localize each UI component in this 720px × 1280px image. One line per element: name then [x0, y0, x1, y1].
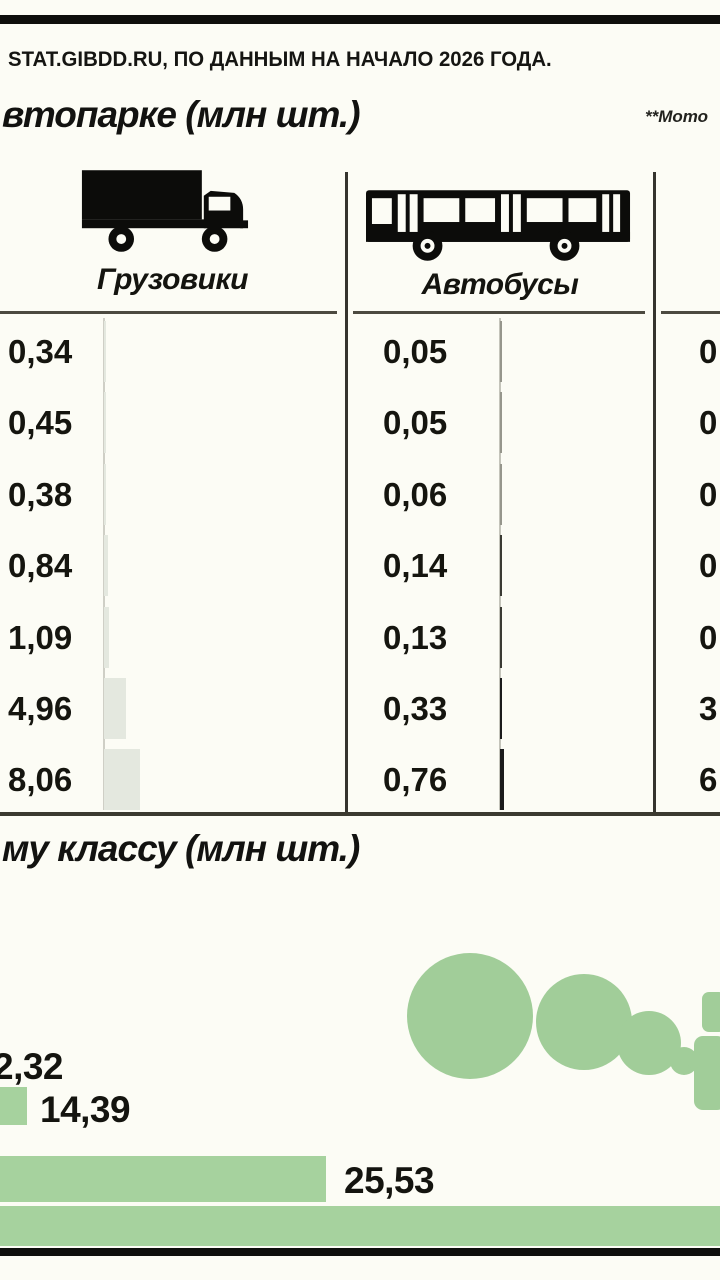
value-bar-buses	[500, 535, 502, 596]
value-trucks: 0,84	[8, 546, 73, 584]
smoke-cloud	[617, 1011, 681, 1075]
smoke-cloud	[536, 974, 632, 1070]
eco-bar	[0, 1156, 326, 1202]
smoke-cloud	[407, 953, 533, 1079]
truck-icon	[78, 168, 250, 256]
value-buses: 0,05	[383, 332, 448, 370]
source-line: STAT.GIBDD.RU, ПО ДАННЫМ НА НАЧАЛО 2026 …	[8, 48, 552, 71]
table-row: 4,96 0,33 3	[0, 673, 720, 744]
value-buses: 0,14	[383, 546, 448, 584]
value-buses: 0,76	[383, 760, 448, 798]
value-trucks: 1,09	[8, 618, 73, 656]
table-row: 0,45 0,05 0	[0, 387, 720, 458]
top-rule	[0, 15, 720, 24]
eco-bar-full-width	[0, 1206, 720, 1246]
value-bar-buses	[500, 749, 504, 810]
column-divider	[345, 172, 348, 815]
value-buses: 0,06	[383, 475, 448, 513]
table-row: 0,34 0,05 0	[0, 316, 720, 387]
table-row: 1,09 0,13 0	[0, 602, 720, 673]
section1-title: втопарке (млн шт.)	[2, 94, 361, 135]
value-bar-trucks	[104, 607, 109, 668]
footnote-moto: **Мото	[645, 107, 709, 126]
value-buses: 0,33	[383, 689, 448, 727]
value-bar-trucks	[104, 392, 106, 453]
value-bar-trucks	[104, 464, 106, 525]
value-third-partial: 0	[699, 475, 718, 513]
eco-bar-label: 2,32	[0, 1046, 64, 1087]
value-trucks: 8,06	[8, 760, 73, 798]
value-bar-trucks	[104, 749, 140, 810]
header-underline	[0, 311, 337, 314]
value-bar-buses	[500, 607, 502, 668]
value-third-partial: 6	[699, 760, 718, 798]
value-trucks: 0,38	[8, 475, 73, 513]
value-third-partial: 0	[699, 618, 718, 656]
table-row: 0,38 0,06 0	[0, 459, 720, 530]
bottom-rule	[0, 1248, 720, 1256]
eco-bar-label: 14,39	[40, 1089, 131, 1130]
column-divider	[653, 172, 656, 815]
table-row: 8,06 0,76 6	[0, 744, 720, 815]
value-bar-buses	[500, 464, 502, 525]
exhaust-smoke-graphic	[380, 930, 720, 1120]
tractor-icon	[688, 992, 720, 1110]
value-third-partial: 0	[699, 332, 718, 370]
table-bottom-border	[0, 812, 720, 816]
value-buses: 0,13	[383, 618, 448, 656]
value-trucks: 0,34	[8, 332, 73, 370]
value-bar-buses	[500, 678, 502, 739]
table-row: 0,84 0,14 0	[0, 530, 720, 601]
eco-bar	[0, 1087, 27, 1125]
value-bar-trucks	[104, 321, 106, 382]
eco-bar-label: 25,53	[344, 1160, 435, 1201]
value-third-partial: 0	[699, 403, 718, 441]
value-bar-trucks	[104, 678, 126, 739]
value-buses: 0,05	[383, 403, 448, 441]
header-underline	[661, 311, 720, 314]
column-header-trucks: Грузовики	[97, 263, 248, 296]
value-trucks: 4,96	[8, 689, 73, 727]
section2-title: му классу (млн шт.)	[2, 828, 360, 869]
value-bar-buses	[500, 321, 502, 382]
column-header-buses: Автобусы	[421, 268, 579, 301]
bus-icon	[366, 184, 634, 264]
value-bar-buses	[500, 392, 502, 453]
value-third-partial: 3	[699, 689, 718, 727]
header-underline	[353, 311, 645, 314]
value-third-partial: 0	[699, 546, 718, 584]
value-trucks: 0,45	[8, 403, 73, 441]
value-bar-trucks	[104, 535, 108, 596]
